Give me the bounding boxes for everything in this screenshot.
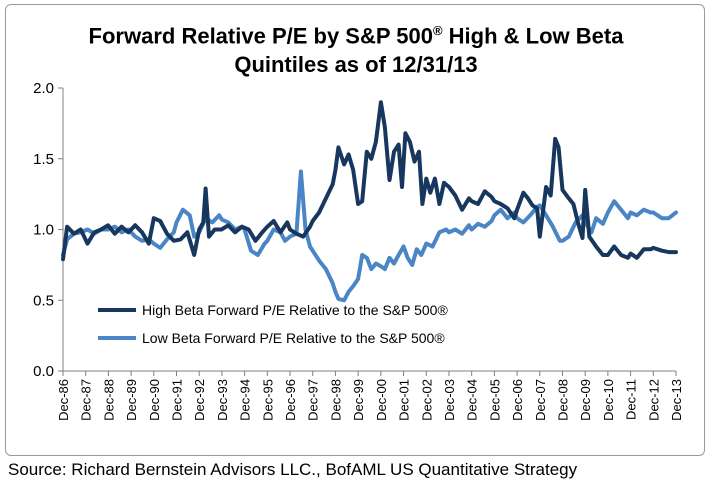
- x-tick-label: Dec-94: [238, 379, 253, 421]
- x-tick-label: Dec-11: [624, 379, 639, 420]
- title-line-2: Quintiles as of 12/31/13: [234, 52, 478, 78]
- x-tick-label: Dec-99: [351, 379, 366, 421]
- x-tick-label: Dec-95: [260, 379, 275, 421]
- x-axis-ticks: Dec-86 Dec-87 Dec-88 Dec-89 Dec-90 Dec-91 Dec-…: [56, 371, 684, 421]
- x-tick-label: Dec-96: [283, 379, 298, 421]
- x-tick-label: Dec-04: [465, 379, 480, 421]
- y-tick-label: 2.0: [33, 80, 54, 97]
- x-tick-label: Dec-86: [56, 379, 71, 421]
- x-tick-label: Dec-05: [487, 379, 502, 421]
- y-axis-ticks: 0.0 0.5 1.0 1.5 2.0: [33, 80, 63, 380]
- x-tick-label: Dec-01: [397, 379, 412, 421]
- title-tail: High & Low Beta: [442, 23, 624, 49]
- x-tick-label: Dec-03: [442, 379, 457, 421]
- x-tick-label: Dec-89: [124, 379, 139, 421]
- y-tick-label: 1.0: [33, 222, 54, 239]
- chart-title: Forward Relative P/E by S&P 500® High & …: [0, 16, 712, 79]
- x-tick-label: Dec-12: [646, 379, 661, 421]
- x-tick-label: Dec-13: [669, 379, 684, 421]
- series-lines: [61, 100, 678, 303]
- y-tick-label: 1.5: [33, 151, 54, 168]
- x-tick-label: Dec-06: [510, 379, 525, 421]
- x-tick-label: Dec-10: [601, 379, 616, 421]
- y-tick-label: 0.0: [33, 363, 54, 380]
- x-tick-label: Dec-91: [170, 379, 185, 421]
- x-tick-label: Dec-08: [555, 379, 570, 421]
- legend-label-high-beta: High Beta Forward P/E Relative to the S&…: [142, 302, 448, 318]
- x-tick-label: Dec-93: [215, 379, 230, 421]
- x-tick-label: Dec-97: [306, 379, 321, 421]
- x-tick-label: Dec-07: [533, 379, 548, 421]
- title-line-1: Forward Relative P/E by S&P 500® High & …: [0, 16, 712, 50]
- x-tick-label: Dec-98: [328, 379, 343, 421]
- high-beta-series-line: [61, 100, 678, 262]
- legend: High Beta Forward P/E Relative to the S&…: [98, 302, 448, 346]
- source-note: Source: Richard Bernstein Advisors LLC.,…: [8, 460, 578, 479]
- x-tick-label: Dec-02: [419, 379, 434, 421]
- x-tick-label: Dec-92: [192, 379, 207, 421]
- x-tick-label: Dec-00: [374, 379, 389, 421]
- x-tick-label: Dec-87: [79, 379, 94, 421]
- title-main: Forward Relative P/E by S&P 500: [88, 23, 433, 49]
- y-tick-label: 0.5: [33, 292, 54, 309]
- x-tick-label: Dec-88: [101, 379, 116, 421]
- chart-frame: [5, 4, 705, 456]
- legend-label-low-beta: Low Beta Forward P/E Relative to the S&P…: [142, 330, 445, 346]
- low-beta-series-line: [61, 169, 678, 303]
- title-registered-mark: ®: [432, 23, 443, 38]
- x-tick-label: Dec-90: [147, 379, 162, 421]
- x-tick-label: Dec-09: [578, 379, 593, 421]
